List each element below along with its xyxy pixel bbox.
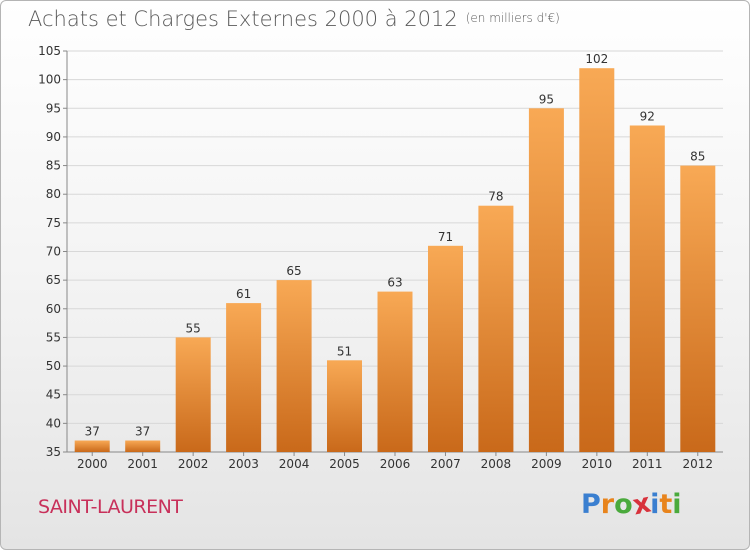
- y-tick-label: 105: [38, 44, 61, 58]
- y-tick-label: 55: [46, 330, 61, 344]
- chart-title-text: Achats et Charges Externes 2000 à 2012: [28, 7, 458, 31]
- value-label-2002: 55: [186, 321, 201, 335]
- bar-2008: [478, 205, 514, 452]
- value-label-2006: 63: [387, 276, 402, 290]
- y-tick-label: 35: [46, 445, 61, 459]
- bar-2006: [377, 291, 413, 452]
- bars: [74, 68, 716, 453]
- bar-2001: [125, 440, 161, 452]
- logo-letter: r: [600, 489, 615, 520]
- y-tick-label: 80: [46, 187, 61, 201]
- x-tick-label-2008: 2008: [481, 457, 512, 471]
- logo-letter: P: [581, 489, 601, 520]
- value-label-2010: 102: [585, 52, 608, 66]
- bar-2005: [327, 360, 362, 452]
- bar-2007: [428, 245, 463, 452]
- value-label-2005: 51: [337, 344, 352, 358]
- x-tick-label-2004: 2004: [279, 457, 310, 471]
- chart-unit: (en milliers d'€): [465, 11, 560, 25]
- y-tick-label: 60: [46, 302, 61, 316]
- y-tick-label: 90: [46, 130, 61, 144]
- x-tick-label-2003: 2003: [228, 457, 259, 471]
- x-tick-label-2005: 2005: [329, 457, 360, 471]
- x-tick-label-2009: 2009: [531, 457, 562, 471]
- x-tick-label-2010: 2010: [582, 457, 613, 471]
- y-tick-label: 75: [46, 216, 61, 230]
- x-tick-label-2002: 2002: [178, 457, 209, 471]
- value-label-2012: 85: [690, 150, 705, 164]
- value-label-2007: 71: [438, 230, 453, 244]
- value-label-2004: 65: [286, 264, 301, 278]
- x-tick-label-2012: 2012: [682, 457, 713, 471]
- value-label-2011: 92: [640, 109, 655, 123]
- bar-2010: [579, 68, 615, 452]
- bar-2004: [276, 280, 312, 452]
- logo-letter: t: [659, 489, 673, 520]
- y-tick-label: 40: [46, 416, 61, 430]
- x-tick-label-2006: 2006: [380, 457, 411, 471]
- y-tick-label: 65: [46, 273, 61, 287]
- bar-2002: [175, 337, 211, 452]
- x-tick-label-2000: 2000: [77, 457, 108, 471]
- x-tick-label-2001: 2001: [127, 457, 158, 471]
- chart-title: Achats et Charges Externes 2000 à 2012 (e…: [28, 7, 560, 31]
- value-label-2001: 37: [135, 425, 150, 439]
- commune-name: SAINT-LAURENT: [38, 496, 183, 518]
- bar-2012: [680, 165, 716, 452]
- value-label-2008: 78: [488, 190, 503, 204]
- x-tick-label-2007: 2007: [430, 457, 461, 471]
- value-label-2000: 37: [85, 425, 100, 439]
- labels: 35 40 45 50 55 60 65 70 75 80 85 90 95 100 105 37 2000 37…: [38, 44, 713, 471]
- y-tick-label: 100: [38, 73, 61, 87]
- y-tick-label: 70: [46, 245, 61, 259]
- y-tick-label: 85: [46, 159, 61, 173]
- x-tick-label-2011: 2011: [632, 457, 663, 471]
- logo-letter: i: [650, 489, 660, 520]
- value-label-2003: 61: [236, 287, 251, 301]
- bar-2000: [74, 440, 110, 452]
- bar-2009: [528, 108, 564, 453]
- logo-letter: i: [672, 489, 682, 520]
- proxiti-logo[interactable]: Proxiti: [581, 488, 682, 522]
- y-tick-label: 95: [46, 101, 61, 115]
- value-label-2009: 95: [539, 92, 554, 106]
- logo-letter: o: [614, 489, 633, 520]
- bar-2011: [629, 125, 665, 452]
- bar-2003: [226, 303, 262, 452]
- y-tick-label: 45: [46, 388, 61, 402]
- y-tick-label: 50: [46, 359, 61, 373]
